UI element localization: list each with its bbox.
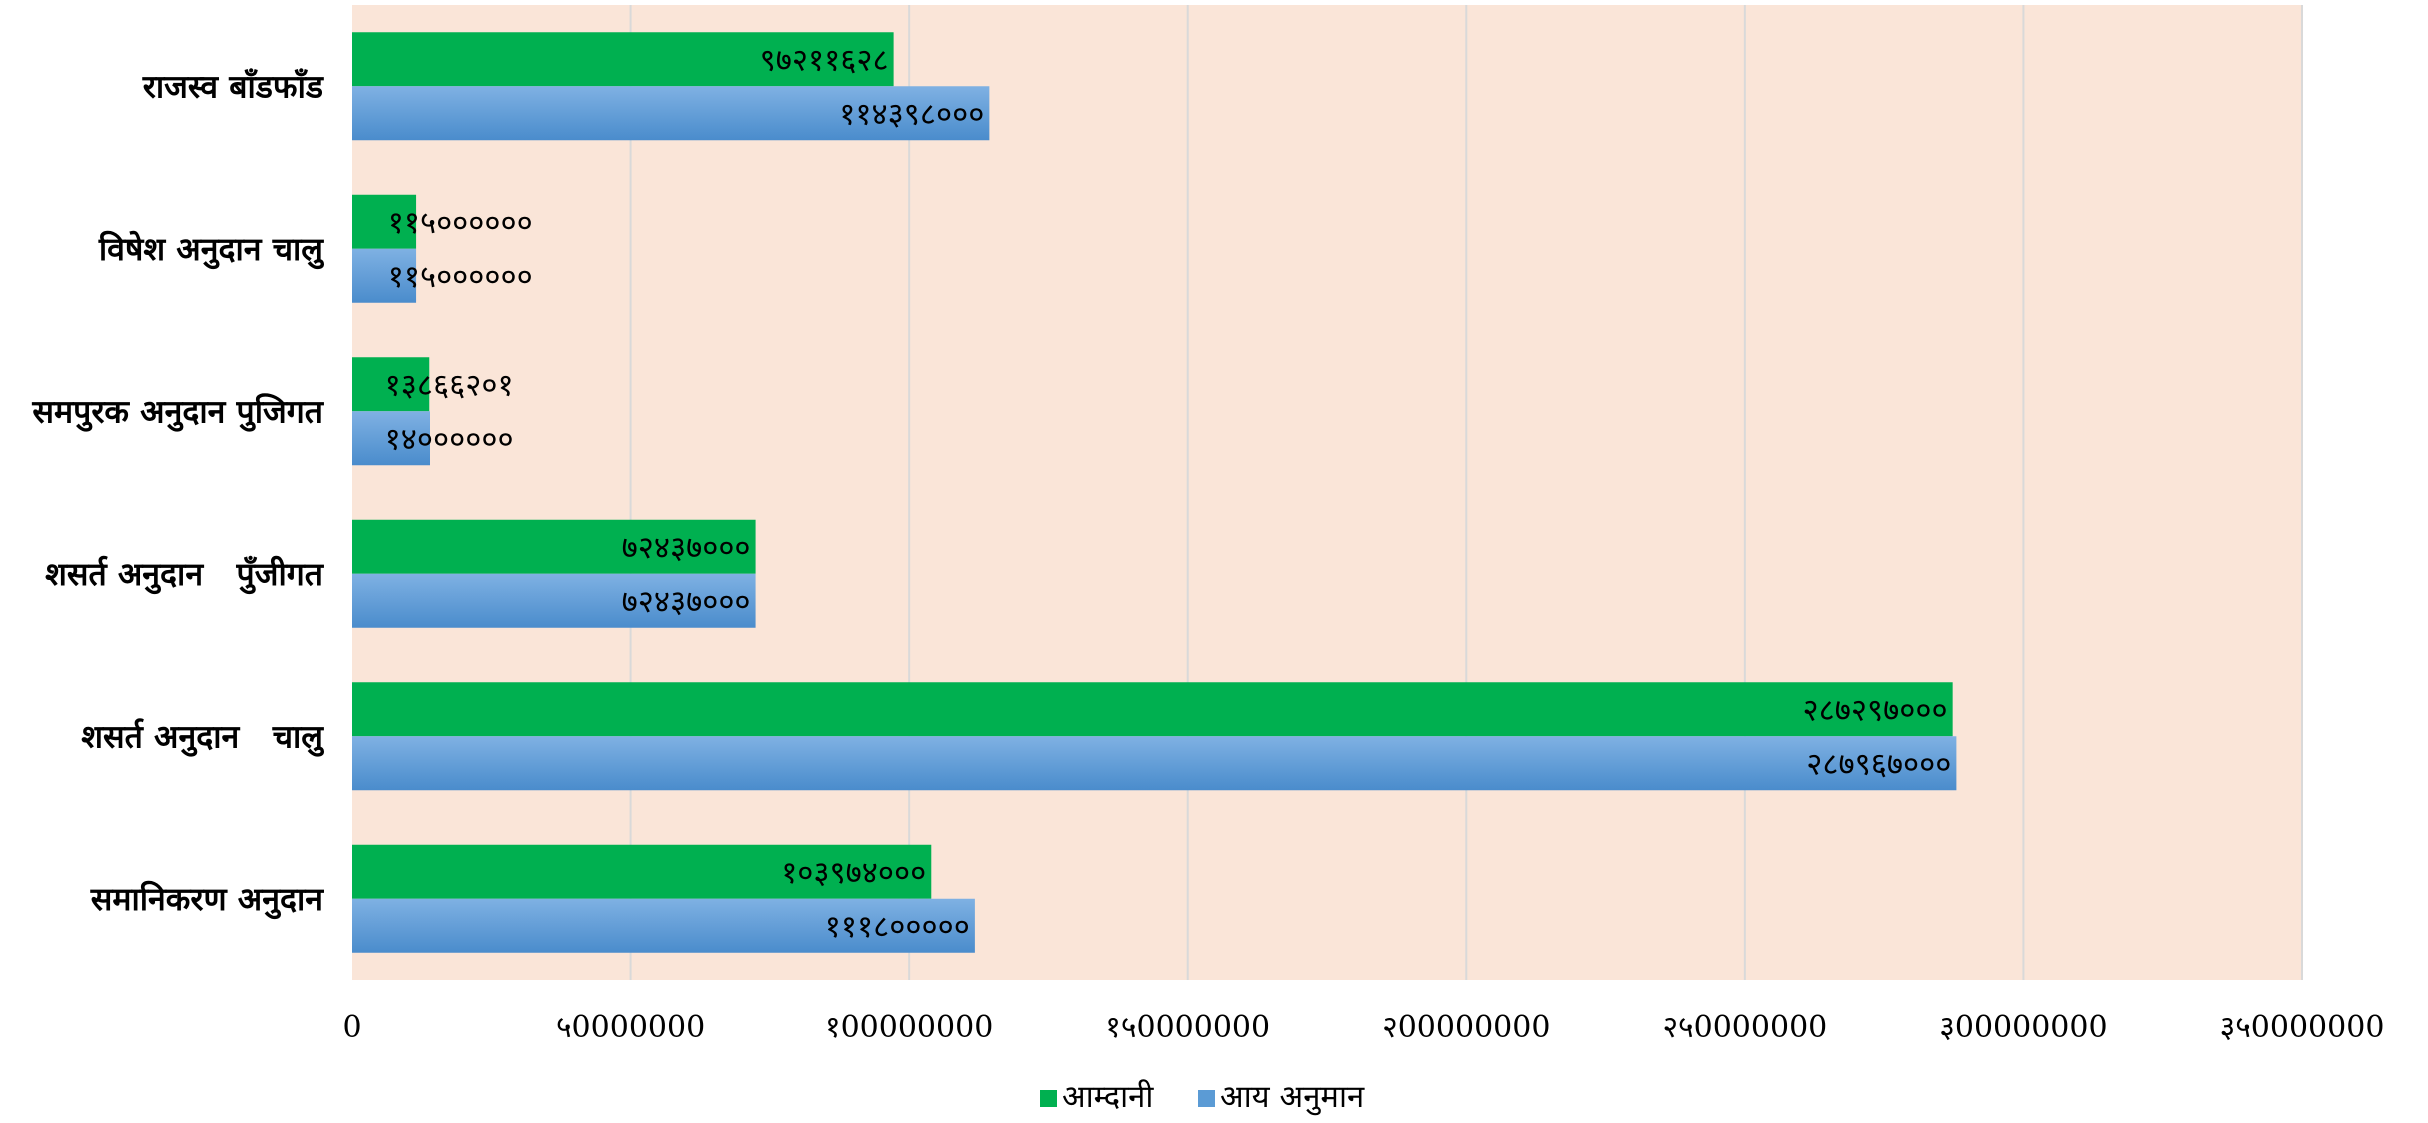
bar-series-1 <box>352 32 894 87</box>
category-label: समानिकरण अनुदान <box>90 880 325 920</box>
data-label: ७२४३७००० <box>622 530 751 566</box>
bar-series-1 <box>352 357 430 412</box>
x-tick-label: ३५0000000 <box>2220 1010 2385 1045</box>
x-tick-label: १00000000 <box>825 1010 993 1045</box>
bar-series-2 <box>352 898 975 953</box>
x-tick-label: २५0000000 <box>1662 1010 1827 1045</box>
bar-series-1 <box>352 519 756 574</box>
data-label: ७२४३७००० <box>622 584 751 620</box>
data-label: १०३९७४००० <box>781 855 926 891</box>
category-labels: राजस्व बाँडफाँड विषेश अनुदान चालु समपुरक अ… <box>31 67 325 920</box>
data-label: ११५०००००० <box>388 205 533 241</box>
bars: ९७२११६२८ ११४३९८००० ११५०००००० ११५०००००० १३८६६… <box>352 32 1957 953</box>
category-label: समपुरक अनुदान पुजिगत <box>31 392 324 432</box>
legend[interactable]: आम्दानी आय अनुमान <box>1040 1079 1365 1116</box>
data-label: १३८६६२०१ <box>385 367 514 403</box>
data-label: ९७२११६२८ <box>760 42 889 78</box>
bar-series-2 <box>352 411 430 466</box>
bar-series-2 <box>352 736 1957 791</box>
category-label: शसर्त अनुदान पुँजीगत <box>45 555 325 595</box>
x-tick-label: १५0000000 <box>1105 1010 1270 1045</box>
data-label: २८७९६७००० <box>1806 746 1951 782</box>
legend-swatch-series-1 <box>1040 1090 1057 1107</box>
legend-swatch-series-2 <box>1198 1090 1215 1107</box>
bar-series-1 <box>352 194 417 249</box>
legend-label-series-2: आय अनुमान <box>1220 1079 1365 1116</box>
category-label: विषेश अनुदान चालु <box>98 230 325 270</box>
data-label: ११५०००००० <box>388 259 533 295</box>
legend-label-series-1: आम्दानी <box>1062 1079 1154 1115</box>
bar-series-2 <box>352 86 990 141</box>
x-tick-label: २00000000 <box>1382 1010 1550 1045</box>
bar-series-2 <box>352 573 756 628</box>
data-label: २८७२९७००० <box>1803 692 1948 728</box>
category-label: शसर्त अनुदान चालु <box>81 717 325 757</box>
x-tick-label: ३00000000 <box>1939 1010 2107 1045</box>
grid-lines <box>629 5 2303 980</box>
bar-series-2 <box>352 248 417 303</box>
x-tick-label: ५0000000 <box>556 1010 705 1045</box>
category-label: राजस्व बाँडफाँड <box>142 67 324 105</box>
data-label: १४०००००० <box>385 421 514 457</box>
bar-series-1 <box>352 844 932 899</box>
x-axis-tick-labels: 0 ५0000000 १00000000 १५0000000 २00000000 २५00… <box>342 1010 2384 1045</box>
plot-area <box>352 5 2302 980</box>
x-tick-label: 0 <box>342 1010 361 1045</box>
data-label: ११४३९८००० <box>839 96 984 132</box>
data-label: १११८००००० <box>825 909 970 945</box>
bar-series-1 <box>352 682 1953 737</box>
